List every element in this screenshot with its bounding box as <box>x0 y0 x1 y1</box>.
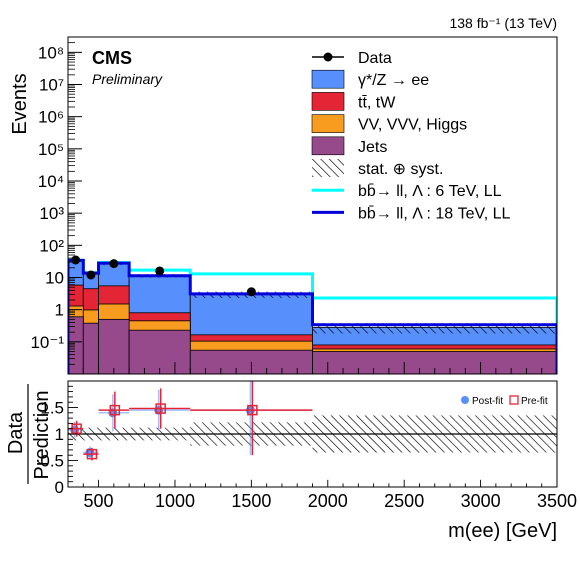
x-tick-label: 3000 <box>461 491 501 511</box>
data-point-3 <box>155 266 165 276</box>
y-tick-label: 10³ <box>39 204 64 223</box>
ratio-legend-label: Post-fit <box>472 396 503 407</box>
x-tick-label: 3500 <box>537 491 577 511</box>
ratio-label-bottom: Prediction <box>31 391 53 480</box>
legend-marker-uncertainty <box>312 159 344 177</box>
y-tick-label: 10⁵ <box>38 140 64 159</box>
ratio-prefit-point-4 <box>247 404 258 416</box>
ratio-prefit-point-3 <box>155 403 166 414</box>
legend-marker-box <box>311 114 345 133</box>
ratio-prefit-point-1 <box>86 448 98 460</box>
x-tick-label: 1000 <box>155 491 195 511</box>
ratio-y-tick-label: 0.5 <box>40 452 64 471</box>
stack-bar-jets-2 <box>98 318 130 374</box>
legend-marker-data <box>323 52 333 62</box>
preliminary-label: Preliminary <box>92 71 163 87</box>
ratio-legend-marker-prefit <box>509 395 519 405</box>
ratio-legend: Post-fit Pre-fit <box>461 395 548 407</box>
ratio-y-tick-label: 1 <box>55 425 64 444</box>
ratio-y-tick-label: 0 <box>55 478 64 497</box>
ratio-y-tick-label: 1.5 <box>40 399 64 418</box>
data-point-1 <box>86 270 96 280</box>
legend: Data γ*/Z → ee tt̄, tW VV, VVV, Higgs Jets st… <box>311 50 511 222</box>
data-point-4 <box>246 287 256 297</box>
legend-label: stat. ⊕ syst. <box>358 161 443 178</box>
legend-marker-box <box>311 92 345 111</box>
stack-bar-jets-3 <box>128 329 191 374</box>
ratio-prefit-point-2 <box>109 404 121 416</box>
x-tick-label: 2500 <box>384 491 424 511</box>
stack-bar-jets-0 <box>68 316 84 374</box>
data-point-2 <box>109 259 119 269</box>
legend-label: γ*/Z → ee <box>358 72 429 89</box>
y-axis-label: Events <box>9 73 31 134</box>
legend-label: bb̄→ ll, Λ : 18 TeV, LL <box>358 205 511 222</box>
y-tick-label: 10⁴ <box>38 172 64 191</box>
uncertainty-band-5 <box>312 323 557 334</box>
main-plot-area <box>68 255 557 374</box>
y-tick-label: 10 <box>45 269 64 288</box>
x-tick-label: 2000 <box>308 491 348 511</box>
y-tick-label: 10⁶ <box>38 108 64 127</box>
y-tick-label: 10² <box>39 236 64 255</box>
legend-label: VV, VVV, Higgs <box>358 117 467 134</box>
signal-line-1 <box>68 258 557 374</box>
y-tick-label: 10⁷ <box>39 76 64 95</box>
legend-marker-box <box>311 136 345 156</box>
legend-label: Data <box>358 50 392 67</box>
cms-label: CMS <box>92 48 132 68</box>
legend-label: bb̄→ ll, Λ : 6 TeV, LL <box>358 183 502 200</box>
x-axis-label: m(ee) [GeV] <box>448 520 557 542</box>
ratio-legend-marker-postfit <box>461 396 469 404</box>
legend-label: Jets <box>358 139 387 156</box>
stack-bar-jets-1 <box>82 322 99 374</box>
ratio-label-top: Data <box>5 411 27 454</box>
lumi-label: 138 fb⁻¹ (13 TeV) <box>449 15 557 31</box>
legend-label: tt̄, tW <box>358 94 396 111</box>
legend-marker-box <box>311 69 345 89</box>
ratio-plot-area <box>68 381 557 461</box>
data-point-0 <box>71 255 81 265</box>
x-tick-label: 500 <box>84 491 114 511</box>
x-tick-label: 1500 <box>231 491 271 511</box>
y-tick-label: 10⁸ <box>38 43 64 62</box>
y-tick-label: 1 <box>55 301 64 320</box>
ratio-legend-label: Pre-fit <box>521 396 548 407</box>
y-tick-label: 10⁻¹ <box>30 333 64 352</box>
